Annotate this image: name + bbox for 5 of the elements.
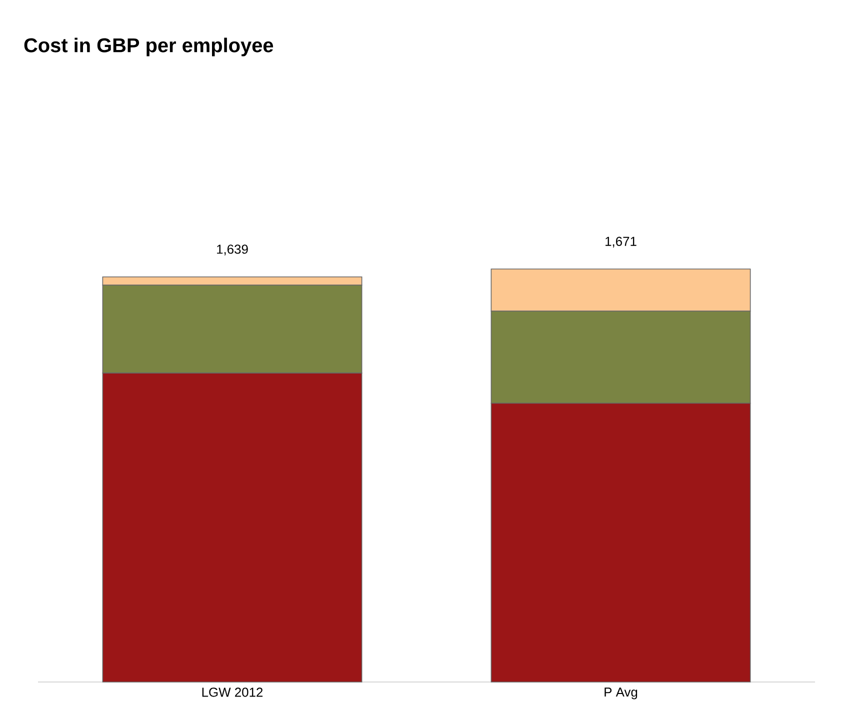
text: 1,671	[606, 236, 636, 248]
chart-title: Cost in GBP per employee	[24, 38, 274, 56]
x-tick-label: P Avg	[604, 688, 638, 700]
x-tick-label: LGW 2012	[202, 688, 263, 697]
text: 1,639	[217, 244, 248, 256]
